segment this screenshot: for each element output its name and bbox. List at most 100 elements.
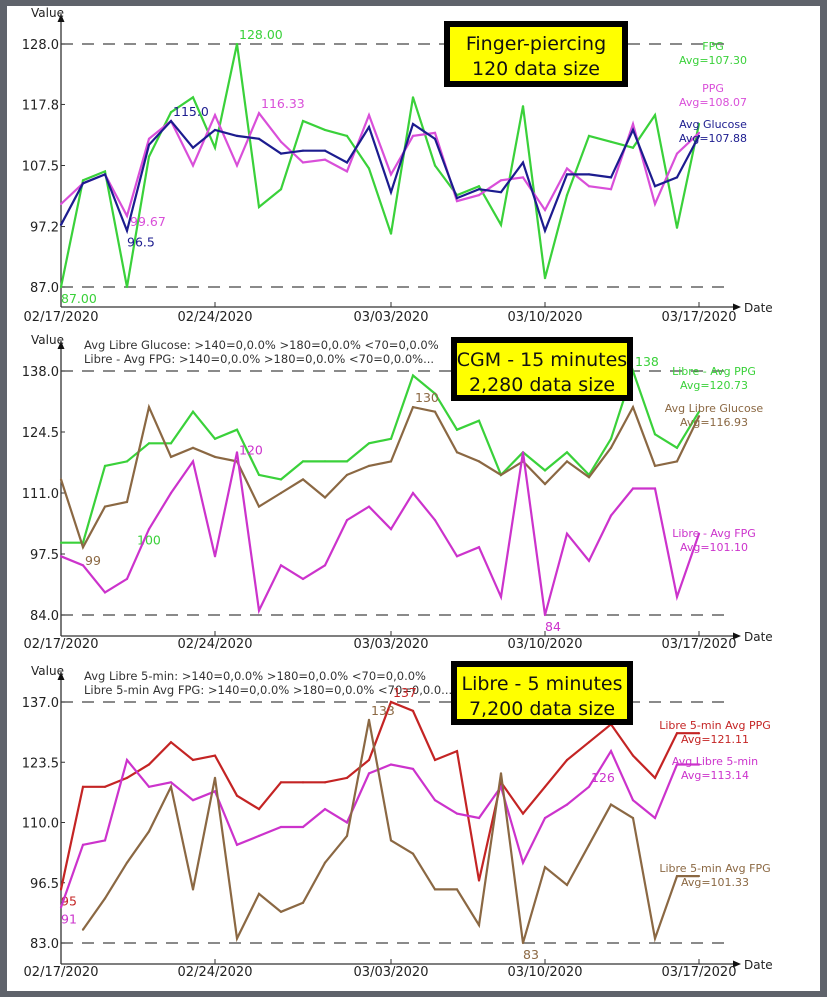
data-point xyxy=(433,758,437,762)
data-point xyxy=(345,460,349,463)
data-point xyxy=(147,830,151,833)
data-point xyxy=(235,794,239,797)
data-point xyxy=(147,143,151,146)
data-point xyxy=(411,122,415,126)
data-point xyxy=(455,451,459,454)
data-point-label: 115.0 xyxy=(173,104,209,119)
data-point xyxy=(345,519,349,522)
data-point xyxy=(631,146,635,149)
data-point xyxy=(675,763,679,766)
data-point xyxy=(323,861,327,864)
chart-title: Finger-piercing xyxy=(466,33,606,55)
data-point xyxy=(521,812,525,815)
data-point xyxy=(631,754,635,757)
legend-series-name: FPG xyxy=(702,40,723,53)
legend-series-name: Libre 5-min Avg PPG xyxy=(659,719,771,732)
y-tick-label: 128.0 xyxy=(22,38,59,53)
data-point xyxy=(257,137,261,140)
data-point xyxy=(279,781,283,784)
x-tick-label: 02/24/2020 xyxy=(178,310,253,325)
data-point xyxy=(697,134,701,137)
data-point xyxy=(257,112,261,115)
data-point xyxy=(125,229,129,232)
x-axis-arrow-icon xyxy=(733,632,741,640)
x-tick-label: 03/10/2020 xyxy=(508,310,583,325)
data-point xyxy=(697,410,701,413)
y-tick-label: 111.0 xyxy=(22,487,59,502)
x-tick-label: 03/10/2020 xyxy=(508,637,583,652)
data-point xyxy=(697,131,701,135)
x-tick-label: 02/17/2020 xyxy=(24,965,99,980)
data-point xyxy=(257,892,261,896)
data-point xyxy=(521,861,525,864)
data-point xyxy=(191,460,195,463)
data-point xyxy=(191,758,195,762)
y-axis-arrow-icon xyxy=(57,672,65,680)
data-point-label: 83 xyxy=(523,947,539,962)
data-point xyxy=(543,482,547,486)
x-axis-arrow-icon xyxy=(733,303,741,311)
data-point xyxy=(147,785,151,788)
data-point xyxy=(499,785,503,788)
data-point xyxy=(477,460,481,463)
stats-line: Avg Libre 5-min: >140=0,0.0% >180=0,0.0%… xyxy=(84,669,426,683)
data-point-label: 133 xyxy=(371,703,395,718)
data-point xyxy=(257,205,261,209)
data-point xyxy=(279,478,283,481)
data-point xyxy=(565,532,569,535)
data-point xyxy=(323,808,327,811)
data-point xyxy=(653,185,657,188)
data-point xyxy=(411,134,415,137)
y-tick-label: 117.8 xyxy=(22,98,59,113)
data-point xyxy=(697,122,701,126)
data-point xyxy=(81,179,85,182)
data-point xyxy=(587,185,591,188)
data-point xyxy=(257,505,261,508)
x-tick-label: 02/17/2020 xyxy=(24,310,99,325)
data-point xyxy=(675,595,679,599)
legend-series-average: Avg=101.33 xyxy=(681,876,749,889)
data-point xyxy=(323,149,327,152)
y-axis-label: Value xyxy=(31,6,64,20)
data-point-label: 87.00 xyxy=(61,291,97,306)
data-point xyxy=(235,164,239,167)
data-point xyxy=(81,546,85,549)
data-point xyxy=(367,718,371,721)
data-point xyxy=(389,191,393,194)
legend-series-name: Libre - Avg FPG xyxy=(672,527,756,540)
chart-title: CGM - 15 minutes xyxy=(457,349,627,371)
data-point xyxy=(653,776,657,779)
chart-title-badge xyxy=(444,21,628,87)
legend-series-average: Avg=108.07 xyxy=(679,96,747,109)
y-tick-label: 97.5 xyxy=(30,548,59,563)
y-axis-arrow-icon xyxy=(57,341,65,349)
data-point xyxy=(191,96,195,99)
data-point xyxy=(499,473,503,477)
data-point xyxy=(169,442,173,445)
y-tick-label: 83.0 xyxy=(30,937,59,952)
data-point xyxy=(433,392,437,395)
y-tick-label: 97.2 xyxy=(30,221,59,236)
data-point-label: 99.67 xyxy=(130,214,166,229)
data-point xyxy=(169,111,173,114)
data-point xyxy=(653,937,657,940)
data-point xyxy=(587,173,591,176)
data-point xyxy=(631,799,635,802)
data-point xyxy=(169,785,173,788)
data-point xyxy=(103,785,107,788)
data-point xyxy=(257,609,261,612)
data-point xyxy=(433,131,437,135)
data-point xyxy=(81,843,85,846)
data-point xyxy=(477,816,481,820)
data-point xyxy=(499,191,503,194)
data-point xyxy=(411,852,415,855)
data-point xyxy=(675,446,679,449)
data-point xyxy=(367,772,371,775)
data-point xyxy=(521,161,525,164)
data-point xyxy=(521,176,525,179)
x-tick-label: 03/17/2020 xyxy=(662,965,737,980)
data-point xyxy=(213,146,217,149)
data-point xyxy=(279,825,283,829)
data-point xyxy=(235,937,239,940)
series-line-libre-5-min-avg-fpg xyxy=(82,719,699,944)
